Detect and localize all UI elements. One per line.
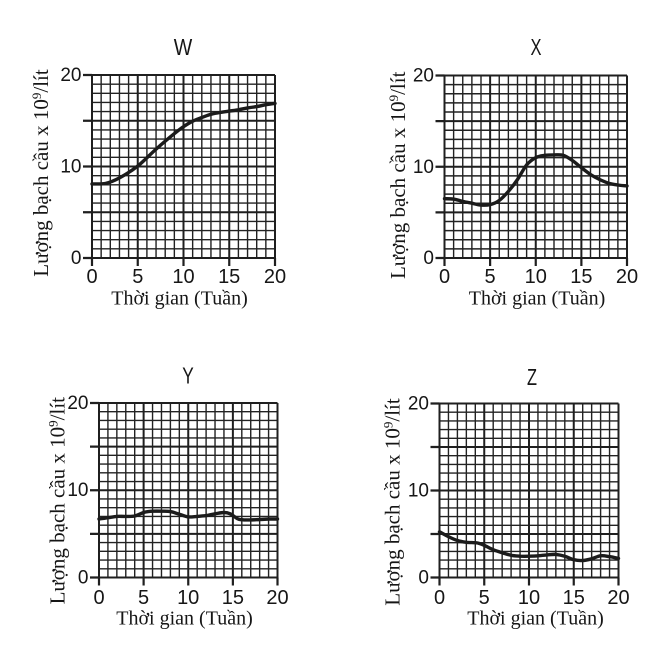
svg-text:20: 20 [264,266,286,288]
svg-text:0: 0 [434,587,445,609]
svg-text:15: 15 [222,587,244,609]
svg-text:15: 15 [570,266,592,288]
svg-text:Lượng bạch cầu x 109/lít: Lượng bạch cầu x 109/lít [380,398,405,606]
svg-text:20: 20 [67,393,88,414]
svg-text:0: 0 [78,568,89,589]
svg-text:20: 20 [607,587,629,609]
svg-text:Lượng bạch cầu x 109/lít: Lượng bạch cầu x 109/lít [29,69,54,277]
svg-text:10: 10 [177,587,199,609]
svg-text:20: 20 [616,266,638,288]
svg-text:10: 10 [67,480,88,501]
svg-text:W: W [174,34,193,60]
svg-text:20: 20 [408,394,429,415]
svg-text:20: 20 [266,587,288,609]
svg-text:Lượng bạch cầu x 109/lít: Lượng bạch cầu x 109/lít [386,71,411,279]
svg-text:0: 0 [423,248,434,269]
svg-text:Z: Z [527,364,537,390]
svg-text:10: 10 [413,157,434,178]
svg-text:10: 10 [408,481,429,502]
svg-text:Thời gian (Tuần): Thời gian (Tuần) [111,288,248,310]
svg-text:Y: Y [182,363,194,389]
svg-text:0: 0 [86,266,97,288]
svg-text:Lượng bạch cầu x 109/lít: Lượng bạch cầu x 109/lít [45,397,70,605]
svg-text:0: 0 [71,248,82,269]
svg-text:0: 0 [93,587,104,609]
svg-text:5: 5 [132,266,143,288]
svg-text:Thời gian (Tuần): Thời gian (Tuần) [116,608,253,630]
svg-text:0: 0 [418,568,429,589]
svg-text:5: 5 [479,587,490,609]
svg-text:Thời gian (Tuần): Thời gian (Tuần) [467,608,604,630]
svg-text:15: 15 [563,587,585,609]
svg-text:20: 20 [60,65,81,86]
svg-text:10: 10 [172,266,194,288]
svg-text:5: 5 [485,266,496,288]
svg-text:5: 5 [138,587,149,609]
svg-text:10: 10 [518,587,540,609]
svg-text:10: 10 [60,157,81,178]
svg-text:15: 15 [218,266,240,288]
svg-text:10: 10 [525,266,547,288]
svg-text:0: 0 [439,266,450,288]
svg-text:X: X [531,34,542,60]
svg-text:20: 20 [413,66,434,87]
svg-text:Thời gian (Tuần): Thời gian (Tuần) [469,288,606,310]
